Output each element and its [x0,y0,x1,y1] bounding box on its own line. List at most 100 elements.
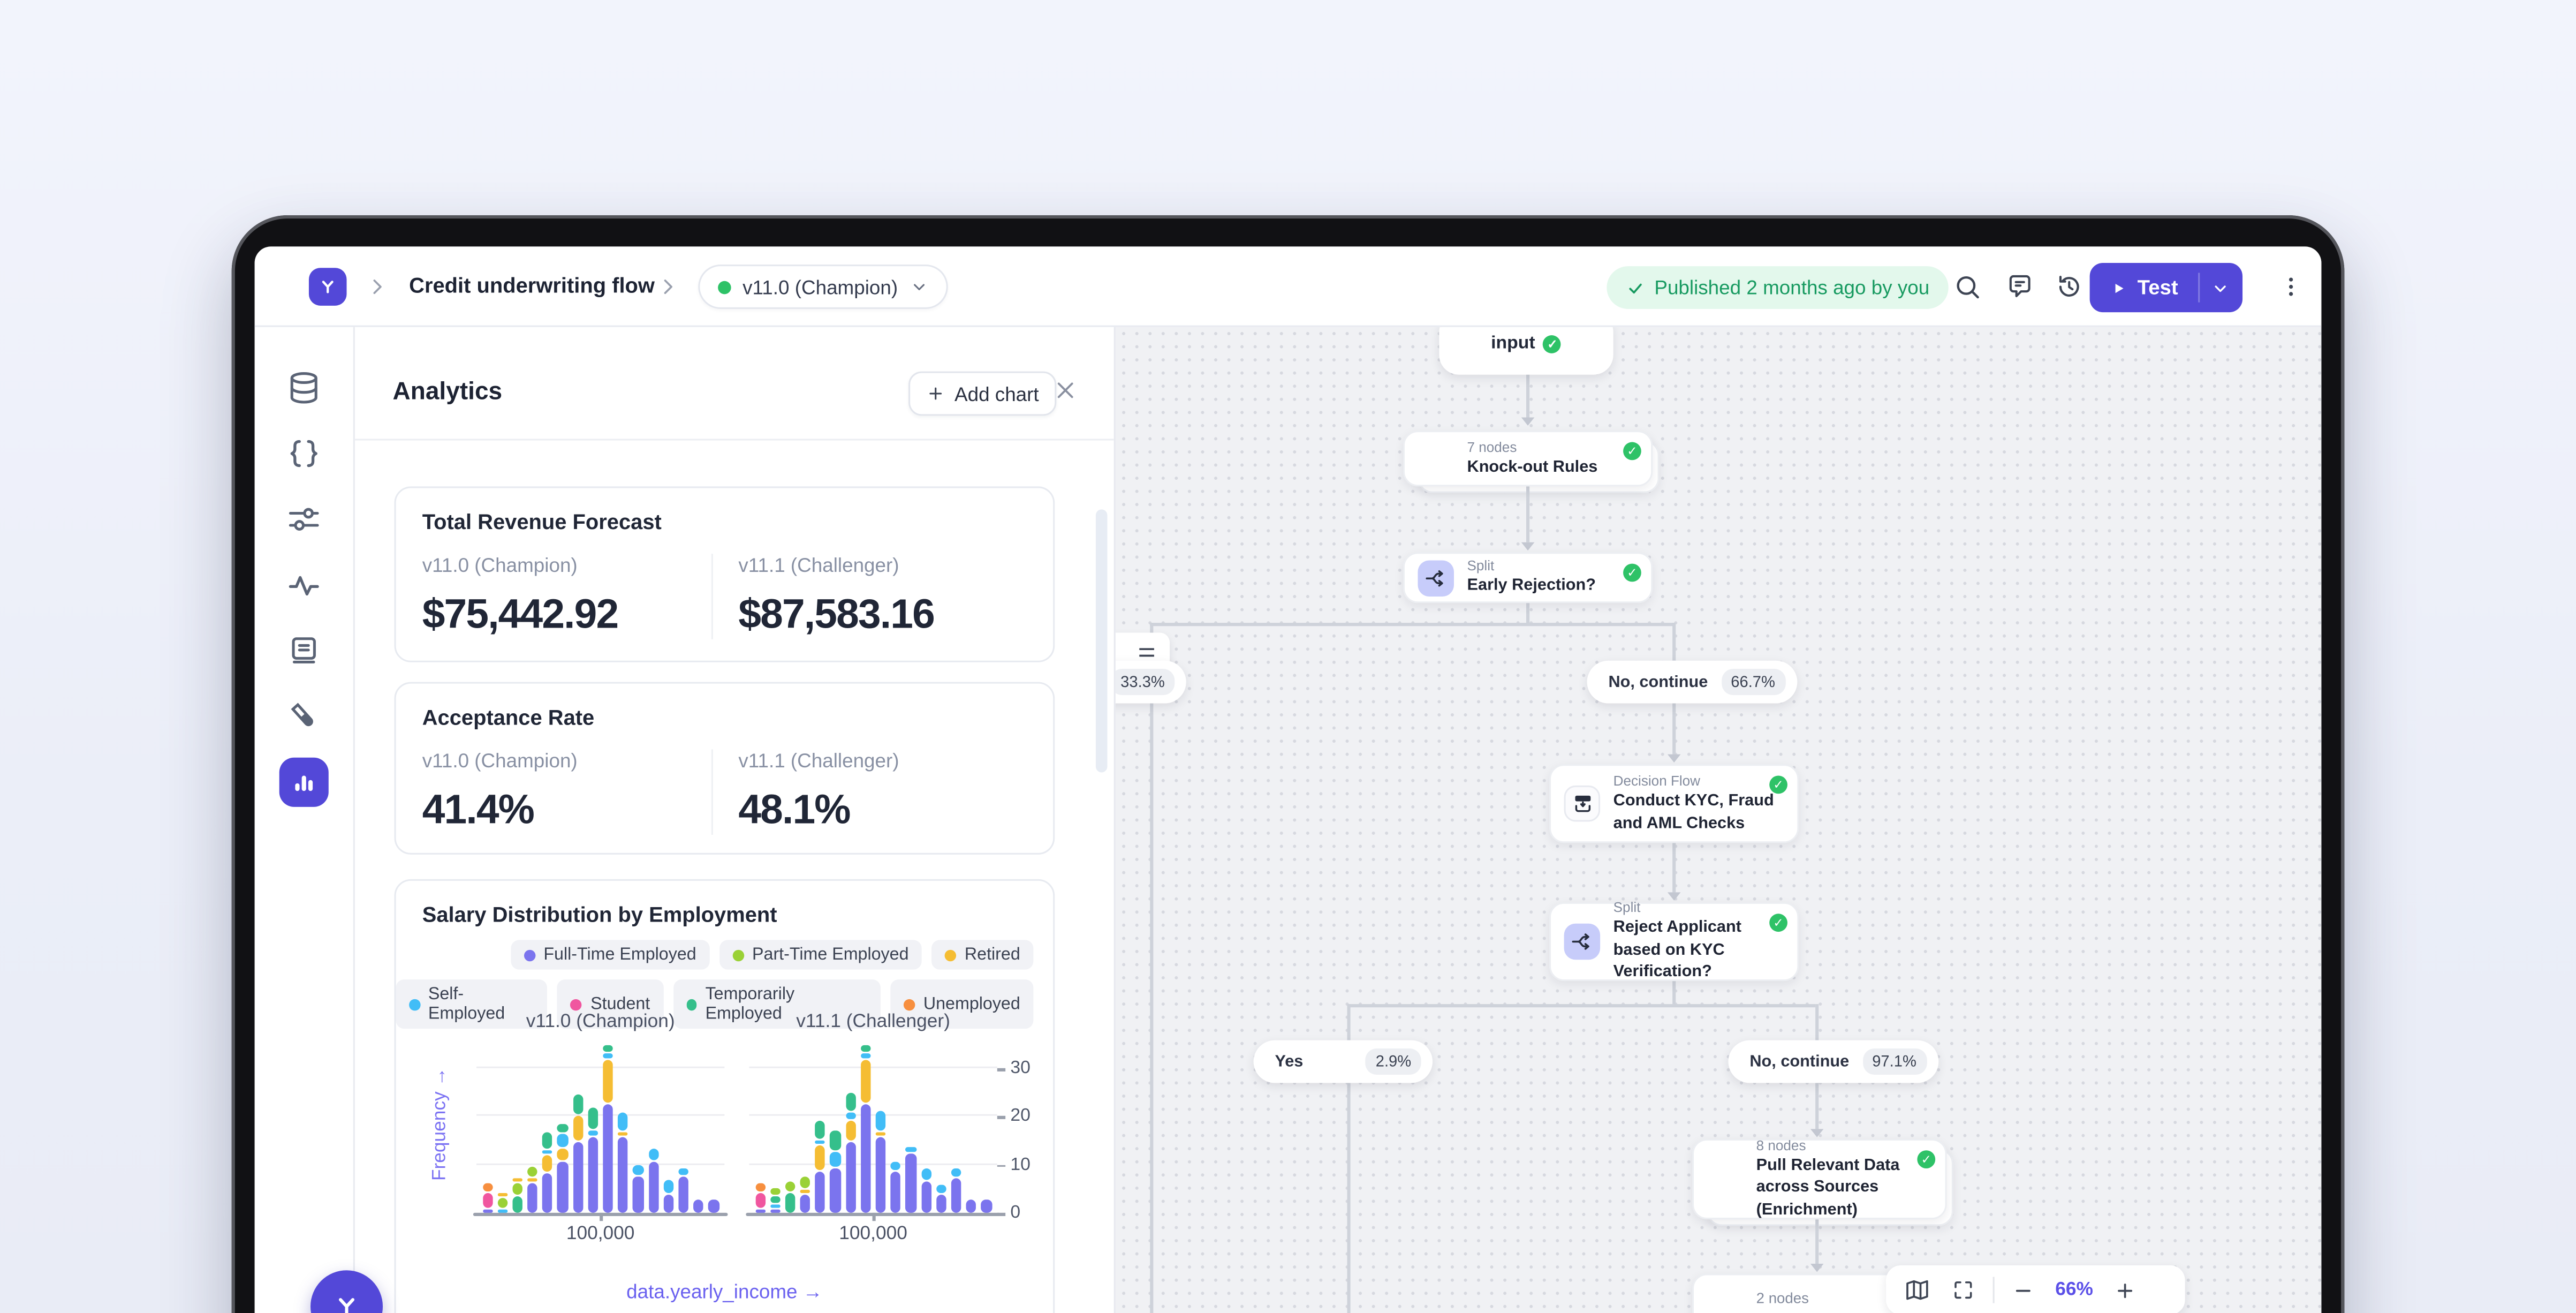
node-enrichment[interactable]: 8 nodes Pull Relevant Data across Source… [1692,1136,1953,1226]
data-field-link[interactable]: data.yearly_income → [626,1280,823,1303]
node-meta: Decision Flow [1613,772,1701,789]
zoom-in-icon[interactable] [2115,1279,2136,1301]
connector-arrow [1810,1129,1824,1137]
legend-item[interactable]: Student [557,979,663,1029]
node-input[interactable]: input [1439,327,1613,375]
legend-item[interactable]: Full-Time Employed [510,940,710,970]
metric-card-acceptance: Acceptance Rate v11.0 (Champion) 41.4% v… [394,682,1055,855]
plus-icon [929,387,942,400]
histogram-bar [482,1183,493,1213]
node-title: input [1491,333,1535,353]
connector [1526,603,1529,625]
metric-value: 41.4% [422,787,535,833]
history-icon[interactable] [2055,273,2083,300]
check-icon [1769,914,1787,932]
metric-value: 48.1% [738,787,851,833]
edge-percentage-badge: 66.7% [1721,669,1785,696]
edge-label-no-continue-1[interactable]: No, continue 66.7% [1587,660,1797,704]
zoom-out-icon[interactable] [2012,1279,2034,1301]
legend-dot [686,998,698,1010]
bar-chart-icon [295,775,313,791]
sliders-icon[interactable] [286,501,322,538]
divider [1992,1277,1995,1303]
legend-item[interactable]: Temporarily Employed [673,979,881,1029]
test-split-button[interactable]: Test [2089,263,2242,313]
connector-arrow [1667,892,1681,901]
node-meta: 8 nodes [1756,1136,1806,1153]
notebook-icon[interactable] [286,633,322,669]
connector [1815,1004,1819,1040]
check-icon [1623,442,1641,461]
legend-dot [732,949,744,961]
card-title: Salary Distribution by Employment [422,902,777,927]
connector-arrow [1667,754,1681,763]
search-icon[interactable] [1953,273,1981,300]
scrollbar-thumb[interactable] [1095,509,1108,773]
node-early-rejection[interactable]: Split Early Rejection? [1403,552,1653,603]
subplot-title: v11.0 (Champion) [526,1012,675,1032]
edge-label-no-continue-2[interactable]: No, continue 97.1% [1728,1040,1938,1083]
node-knockout-rules[interactable]: 7 nodes Knock-out Rules [1403,431,1660,493]
comments-icon[interactable] [2006,273,2034,300]
histogram-bar [936,1185,946,1213]
tiles-icon [1707,1161,1744,1197]
histogram-bar [951,1168,961,1213]
y-axis-label: Frequency → [430,1067,450,1181]
histogram-bar [557,1123,568,1213]
connector [1672,703,1676,754]
add-chart-button[interactable]: Add chart [908,371,1057,416]
edge-label-text: No, continue [1749,1052,1850,1071]
connector [1347,1004,1816,1007]
database-icon[interactable] [286,370,322,406]
legend-dot [524,949,536,961]
play-icon [2115,283,2124,292]
activity-icon[interactable] [286,567,322,603]
zoom-level[interactable]: 66% [2055,1280,2093,1300]
histogram-bar [770,1188,781,1213]
histogram-bar [542,1133,553,1213]
legend-item[interactable]: Part-Time Employed [719,940,922,970]
close-icon[interactable] [1053,378,1078,403]
top-bar: Credit underwriting flow v11.0 (Champion… [254,246,2322,327]
minimap-icon[interactable] [1904,1277,1930,1303]
histogram-challenger [746,1042,1001,1216]
analytics-tab-active[interactable] [279,757,329,807]
test-dropdown-button[interactable] [2200,278,2242,297]
histogram-bar [830,1130,841,1213]
histogram-bar [906,1146,916,1213]
version-label: v11.0 (Champion) [743,275,898,299]
legend-item[interactable]: Retired [931,940,1034,970]
card-title: Total Revenue Forecast [422,509,662,534]
connector [1347,1004,1350,1040]
node-reject-applicant[interactable]: Split Reject Applicant based on KYC Veri… [1549,899,1799,982]
node-meta: Split [1613,899,1641,916]
test-tube-icon[interactable] [286,698,322,735]
kebab-menu-icon[interactable] [2279,275,2304,299]
divider [2198,273,2200,303]
connector-arrow [1810,1263,1824,1272]
histogram-bar [618,1112,628,1213]
edge-label-yes[interactable]: Yes 2.9% [1253,1040,1433,1083]
node-kyc-checks[interactable]: Decision Flow Conduct KYC, Fraud and AML… [1549,764,1799,843]
fit-view-icon[interactable] [1952,1279,1975,1302]
divider [710,554,713,639]
breadcrumb-flow-name: Credit underwriting flow [409,273,655,298]
edge-label-text: No, continue [1608,673,1708,691]
legend-item[interactable]: Unemployed [890,979,1034,1029]
histogram-bar [648,1149,658,1213]
test-button[interactable]: Test [2090,276,2198,299]
version-selector[interactable]: v11.0 (Champion) [698,265,948,309]
connector-arrow [1521,542,1535,551]
histogram-bar [693,1199,704,1213]
tiles-icon [1707,1287,1744,1313]
braces-icon[interactable] [286,435,322,472]
node-meta: 2 nodes [1756,1290,1809,1307]
brand-logo-icon [322,281,334,293]
metric-card-revenue: Total Revenue Forecast v11.0 (Champion) … [394,486,1055,662]
y-tick: 30 [997,1058,1031,1078]
check-icon [1917,1150,1936,1168]
check-icon [1623,563,1641,582]
metric-value: $87,583.16 [738,591,935,638]
legend-item[interactable]: Self-Employed [396,979,548,1029]
